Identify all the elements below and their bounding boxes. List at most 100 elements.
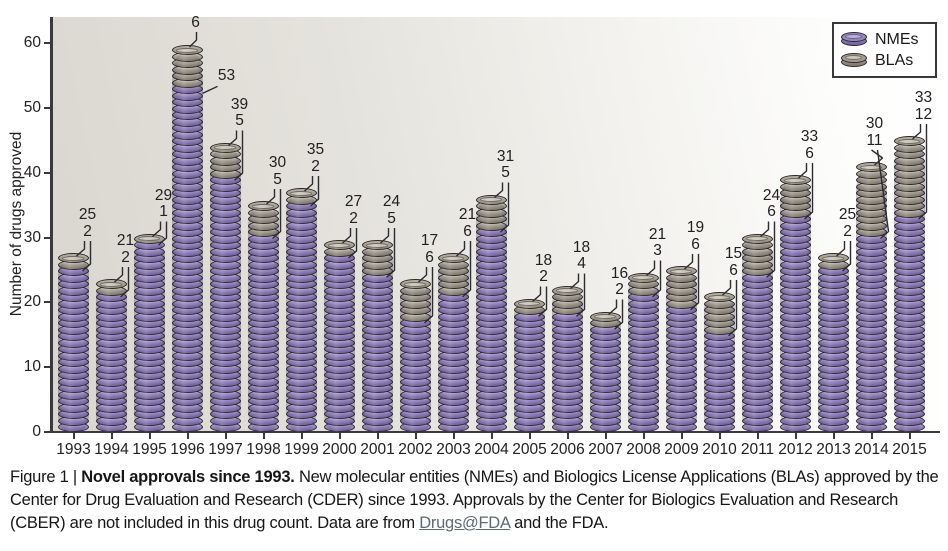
x-tick-label-2008: 2008 bbox=[626, 441, 661, 458]
x-tick-label-1997: 1997 bbox=[208, 441, 243, 458]
coin bbox=[172, 45, 203, 55]
bar-2002 bbox=[400, 279, 431, 432]
coin-top-face bbox=[138, 236, 160, 241]
coin-top-face bbox=[632, 275, 654, 280]
bar-label-bottom: 53 bbox=[217, 67, 236, 85]
bar-label-top: 17 bbox=[420, 232, 439, 249]
y-tick-mark bbox=[44, 366, 51, 369]
bar-label-top: 21 bbox=[648, 225, 667, 243]
bar-labels-2004: 31 5 bbox=[489, 148, 523, 182]
bar-2003 bbox=[438, 253, 469, 432]
bar-label-bottom: 5 bbox=[235, 112, 244, 129]
x-tick-mark bbox=[794, 433, 797, 439]
legend: NMEs BLAs bbox=[832, 22, 937, 78]
x-tick-mark bbox=[528, 433, 531, 439]
bar-labels-2012: 33 6 bbox=[793, 128, 827, 162]
coin bbox=[552, 285, 583, 296]
x-tick-mark bbox=[72, 433, 75, 439]
bar-2013 bbox=[818, 253, 849, 432]
bar-label-bottom: 6 bbox=[463, 222, 472, 240]
coin bbox=[742, 233, 773, 244]
x-tick-label-1994: 1994 bbox=[94, 441, 129, 458]
x-tick-label-2011: 2011 bbox=[740, 441, 775, 458]
legend-label: BLAs bbox=[875, 51, 914, 69]
bar-labels-1993: 25 2 bbox=[71, 206, 105, 240]
bar-label-bottom: 2 bbox=[311, 157, 320, 175]
bar-labels-1999: 35 2 bbox=[299, 141, 333, 175]
coin-top-face bbox=[176, 47, 198, 53]
y-tick-mark bbox=[44, 431, 51, 433]
bar-labels-2006: 18 4 bbox=[565, 238, 599, 273]
bar-label-top: 18 bbox=[572, 238, 591, 256]
bar-label-top: 18 bbox=[534, 251, 553, 269]
x-tick-mark bbox=[756, 433, 759, 439]
x-tick-label-2013: 2013 bbox=[816, 441, 851, 458]
bar-labels-2008: 21 3 bbox=[641, 225, 675, 260]
x-tick-label-1999: 1999 bbox=[284, 441, 319, 458]
x-tick-label-2007: 2007 bbox=[588, 441, 623, 458]
bar-label-bottom: 6 bbox=[425, 248, 434, 266]
bar-label-top: 30 bbox=[865, 115, 884, 132]
bar-2009 bbox=[666, 266, 697, 432]
x-tick-label-2000: 2000 bbox=[322, 441, 357, 458]
caption-title: Novel approvals since 1993. bbox=[81, 468, 295, 486]
x-tick-mark bbox=[110, 433, 113, 439]
coin-top-face bbox=[670, 268, 692, 274]
coin-inner bbox=[845, 55, 862, 60]
x-tick-label-1996: 1996 bbox=[170, 441, 205, 458]
coin-top-face bbox=[898, 138, 920, 144]
bar-label-bottom: 5 bbox=[387, 209, 396, 227]
coin bbox=[704, 292, 735, 302]
caption-link-drugs-fda[interactable]: Drugs@FDA bbox=[419, 514, 510, 532]
bar-labels-2002: 17 6 bbox=[413, 232, 447, 266]
coin-top-face bbox=[442, 255, 464, 261]
x-tick-mark bbox=[490, 433, 493, 439]
coin bbox=[96, 279, 127, 289]
bar-2005 bbox=[514, 298, 545, 432]
coin bbox=[134, 233, 165, 244]
bar-labels-2005: 18 2 bbox=[527, 251, 561, 286]
coin-top-face bbox=[556, 288, 578, 293]
x-tick-label-2006: 2006 bbox=[550, 441, 585, 458]
bar-label-bottom: 2 bbox=[615, 281, 624, 298]
bar-label-top: 16 bbox=[610, 264, 629, 282]
bar-2004 bbox=[476, 194, 507, 432]
bar-2007 bbox=[590, 311, 621, 432]
bar-label-top: 25 bbox=[838, 206, 857, 223]
y-axis-line bbox=[50, 17, 53, 432]
coin-top-face bbox=[252, 203, 274, 209]
x-tick-label-1998: 1998 bbox=[246, 441, 281, 458]
coin-inner bbox=[845, 34, 862, 39]
bar-labels-2003: 21 6 bbox=[451, 206, 485, 240]
bar-labels-1995: 29 1 bbox=[147, 187, 181, 221]
bla-coin-icon bbox=[841, 53, 867, 68]
bar-labels-1997: 39 5 bbox=[223, 96, 257, 130]
bar-labels-2011: 24 6 bbox=[755, 187, 789, 221]
bar-label-top: 21 bbox=[116, 232, 135, 249]
coin bbox=[248, 201, 279, 211]
bar-2012 bbox=[780, 175, 811, 432]
bar-2011 bbox=[742, 233, 773, 432]
y-tick-label: 0 bbox=[32, 423, 41, 440]
bar-label-top: 24 bbox=[382, 193, 401, 210]
bar-2008 bbox=[628, 272, 659, 432]
x-tick-label-2012: 2012 bbox=[778, 441, 813, 458]
bar-label-top: 21 bbox=[458, 206, 477, 223]
bar-labels-2000: 27 2 bbox=[337, 193, 371, 227]
x-tick-mark bbox=[186, 433, 189, 439]
x-tick-label-2004: 2004 bbox=[474, 441, 509, 458]
x-tick-mark bbox=[680, 433, 683, 439]
bar-label-bottom: 12 bbox=[914, 105, 933, 123]
x-tick-label-2015: 2015 bbox=[892, 441, 927, 458]
coin-top-face bbox=[328, 242, 350, 248]
nme-coin-icon bbox=[841, 32, 867, 47]
y-tick-label: 10 bbox=[23, 358, 41, 376]
bar-label-top: 6 bbox=[191, 14, 200, 31]
x-tick-mark bbox=[262, 433, 265, 439]
bar-labels-1994: 21 2 bbox=[109, 232, 143, 266]
coin-top-face bbox=[290, 190, 312, 196]
x-tick-mark bbox=[300, 433, 303, 439]
coin-top-face bbox=[62, 255, 84, 261]
x-tick-label-2005: 2005 bbox=[512, 441, 547, 458]
